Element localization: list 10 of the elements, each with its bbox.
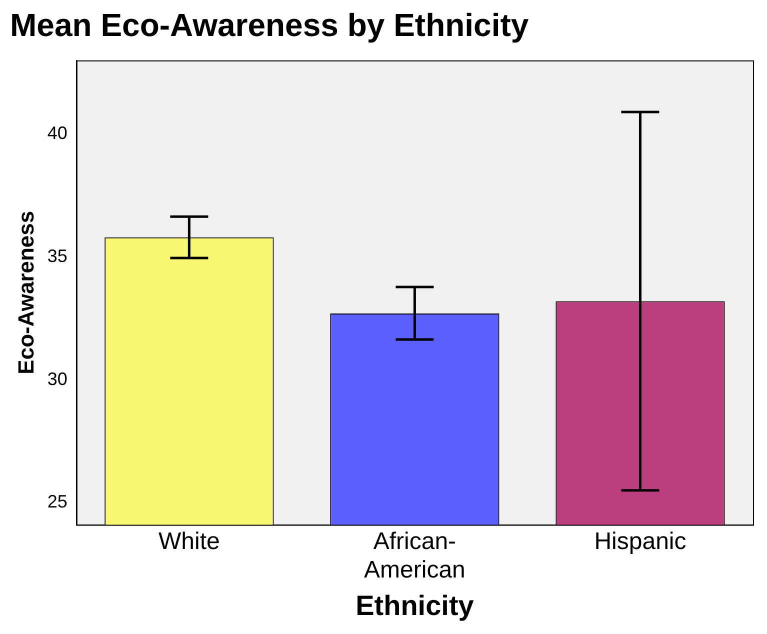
y-tick-label: 30	[47, 368, 68, 389]
chart-title: Mean Eco-Awareness by Ethnicity	[10, 7, 529, 44]
y-tick-label: 40	[47, 123, 68, 144]
x-axis-title: Ethnicity	[356, 590, 474, 621]
x-tick-label: Hispanic	[594, 528, 686, 555]
x-tick-label: African-American	[364, 528, 466, 584]
y-tick-label: 25	[47, 492, 68, 512]
y-axis-title: Eco-Awareness	[13, 210, 38, 374]
x-tick-label: White	[158, 528, 220, 555]
y-tick-label: 35	[47, 246, 68, 266]
